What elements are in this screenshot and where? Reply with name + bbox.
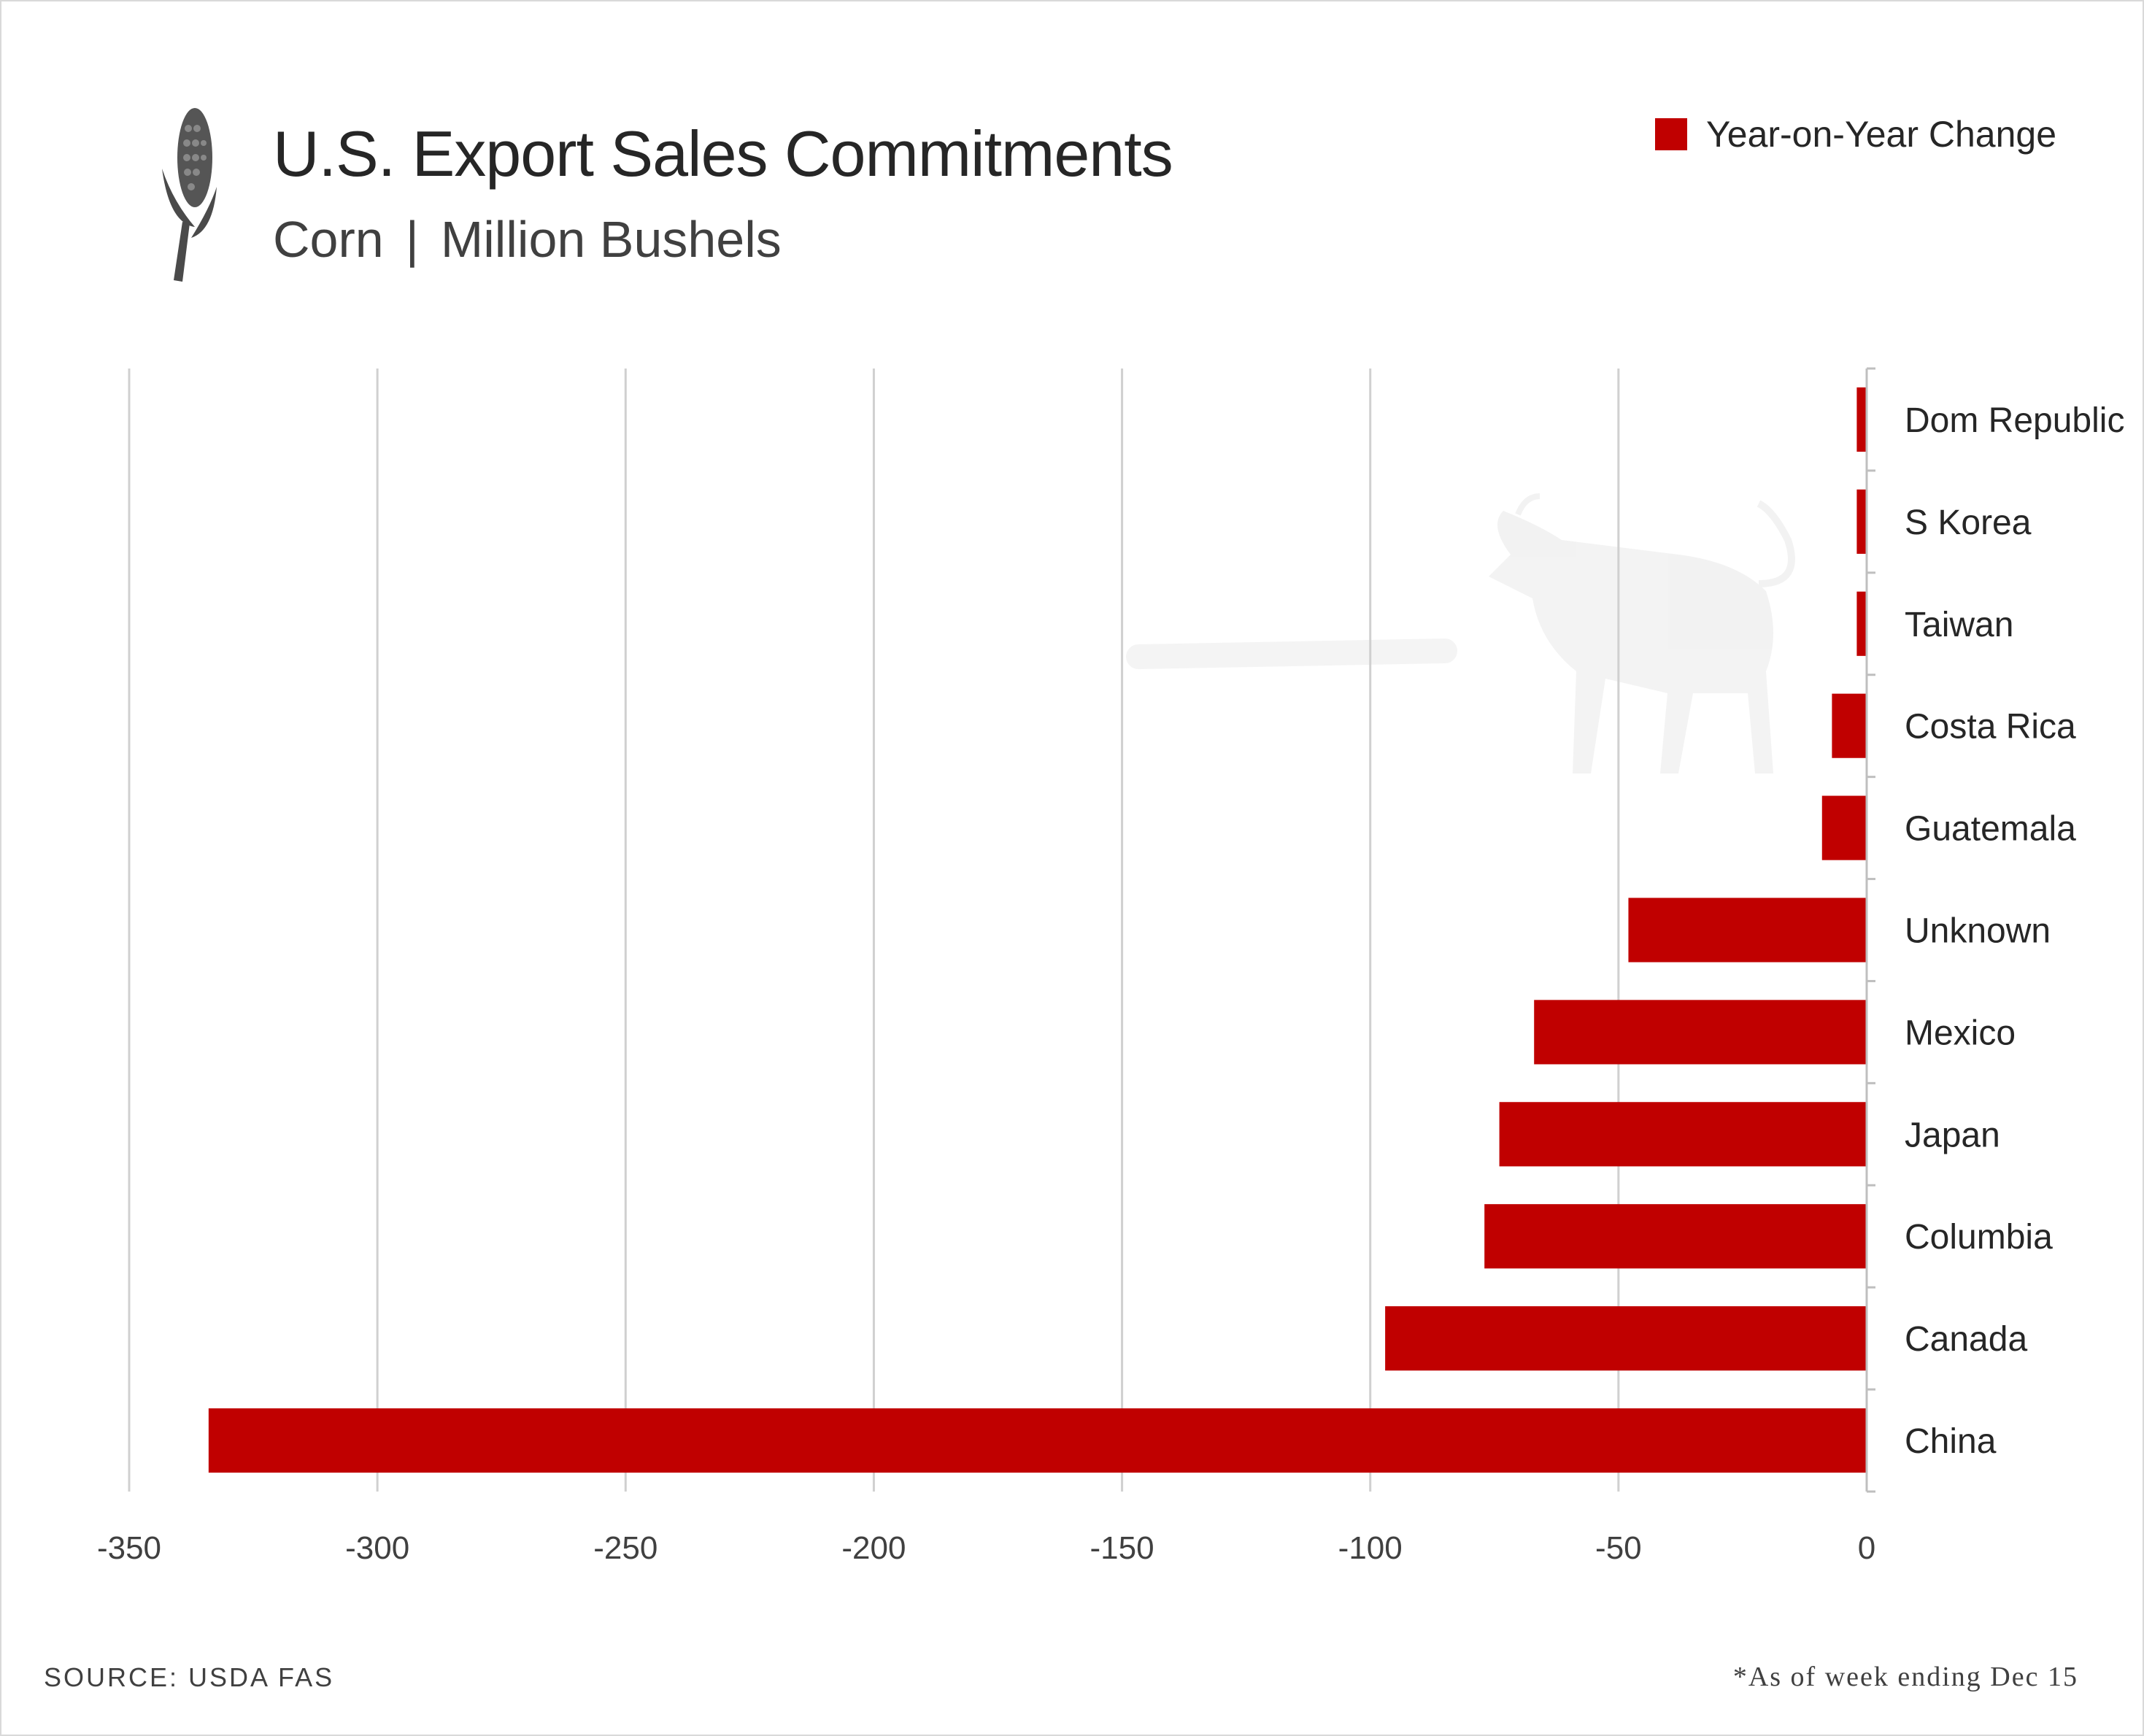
category-label: Guatemala [1905, 810, 2076, 849]
category-label: China [1905, 1422, 1997, 1461]
x-tick-label: -100 [1338, 1530, 1403, 1566]
category-label: Mexico [1905, 1014, 2016, 1052]
category-axis [1865, 367, 1875, 1493]
source-note: SOURCE: USDA FAS [44, 1662, 335, 1692]
chart-subtitle: Corn | Million Bushels [273, 210, 782, 269]
x-tick-label: -200 [841, 1530, 906, 1566]
legend-label: Year-on-Year Change [1706, 114, 2057, 155]
date-note: *As of week ending Dec 15 [1732, 1662, 2078, 1692]
legend-swatch [1655, 118, 1687, 150]
category-label: Unknown [1905, 912, 2051, 951]
category-labels: Dom Republic S Korea Taiwan Costa Rica Guate… [1905, 401, 2124, 1461]
bar-china [208, 1408, 1867, 1473]
bar-costa-rica [1832, 693, 1867, 758]
x-tick-label: -250 [593, 1530, 658, 1566]
category-label: Japan [1905, 1116, 2000, 1154]
bar-s-korea [1856, 489, 1867, 554]
bars [208, 387, 1867, 1473]
x-tick-label: -50 [1595, 1530, 1642, 1566]
chart-title: U.S. Export Sales Commitments [273, 117, 1173, 190]
subtitle-separator: | [405, 211, 419, 268]
bar-taiwan [1856, 591, 1867, 656]
bull-icon [1489, 493, 1795, 774]
bar-japan [1499, 1102, 1867, 1167]
subtitle-unit: Million Bushels [440, 211, 782, 268]
category-label: Canada [1905, 1320, 2027, 1359]
category-label: Costa Rica [1905, 708, 2076, 747]
legend: Year-on-Year Change [1655, 113, 2056, 155]
x-tick-label: -300 [345, 1530, 409, 1566]
x-tick-labels: -350 -300 -250 -200 -150 -100 -50 0 [97, 1530, 1875, 1566]
x-tick-label: 0 [1858, 1530, 1875, 1566]
subtitle-commodity: Corn [273, 211, 384, 268]
bar-guatemala [1821, 795, 1867, 860]
bar-columbia [1484, 1204, 1867, 1269]
bull-watermark [1126, 493, 1795, 774]
x-tick-label: -150 [1090, 1530, 1154, 1566]
bar-canada [1385, 1306, 1867, 1371]
bar-mexico [1534, 1000, 1867, 1065]
x-tick-label: -350 [97, 1530, 161, 1566]
grid-lines [128, 369, 1620, 1492]
category-label: Columbia [1905, 1218, 2053, 1257]
category-label: Taiwan [1905, 606, 2013, 644]
bar-unknown [1628, 898, 1867, 962]
bar-dom-republic [1856, 387, 1867, 452]
corn-icon [162, 108, 217, 282]
category-label: S Korea [1905, 504, 2032, 542]
category-label: Dom Republic [1905, 401, 2124, 440]
